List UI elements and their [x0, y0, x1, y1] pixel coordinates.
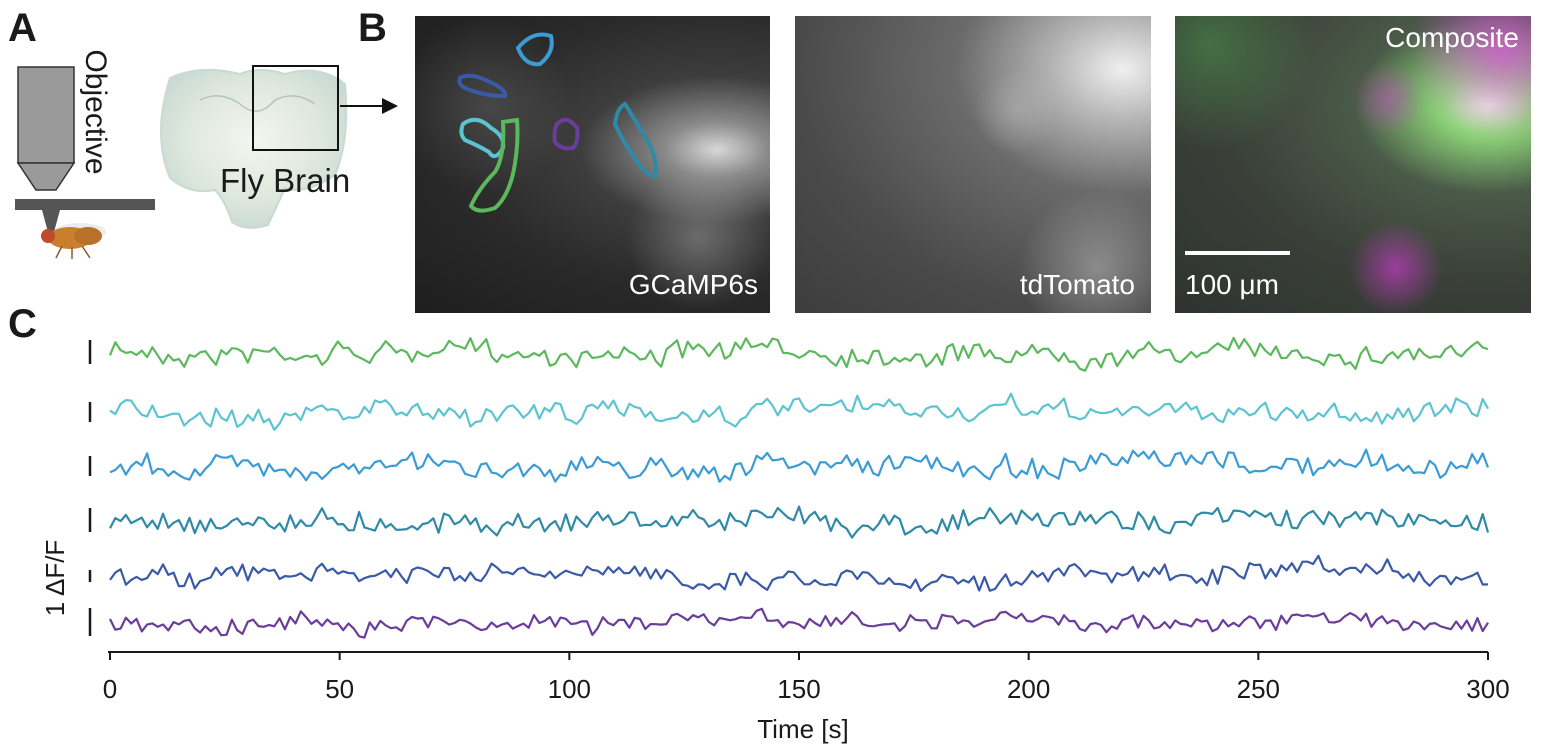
fly-brain-label: Fly Brain — [220, 162, 351, 199]
trace-lines — [108, 336, 1490, 639]
roi-cyan — [459, 117, 506, 159]
x-tick-label: 50 — [325, 674, 354, 704]
trace-line-3 — [109, 448, 1490, 483]
scale-bar-label: 100 μm — [1185, 269, 1279, 300]
x-tick-label: 200 — [1007, 674, 1050, 704]
composite-image: Composite 100 μm — [1175, 16, 1531, 313]
holder-plate-icon — [15, 199, 155, 210]
roi-green — [468, 117, 520, 213]
arrow-right-icon — [382, 98, 398, 114]
panel-letter-b: B — [358, 6, 387, 50]
trace-line-1 — [108, 336, 1489, 372]
trace-line-6 — [109, 607, 1489, 639]
roi-blue — [515, 32, 554, 67]
roi-navy — [457, 73, 508, 99]
scale-bar — [1185, 251, 1290, 255]
tdtomato-image: tdTomato — [795, 16, 1151, 313]
x-tick-label: 300 — [1466, 674, 1509, 704]
roi-teal — [612, 101, 658, 179]
panel-a-illustration — [15, 65, 398, 259]
x-tick-label: 0 — [103, 674, 117, 704]
objective-tip-icon — [16, 162, 76, 191]
scale-label: 1 ΔF/F — [40, 540, 70, 617]
x-tick-label: 150 — [777, 674, 820, 704]
x-axis-label: Time [s] — [757, 714, 848, 744]
panel-letter-c: C — [8, 302, 37, 346]
x-tick-label: 250 — [1237, 674, 1280, 704]
roi-purple — [552, 117, 580, 151]
gcamp-label: GCaMP6s — [628, 269, 758, 300]
trace-line-5 — [109, 554, 1489, 593]
gcamp-image: GCaMP6s — [415, 16, 770, 313]
objective-label: Objective — [79, 49, 112, 175]
panel-letter-a: A — [8, 6, 37, 50]
roi-outlines — [457, 32, 658, 213]
objective-body-icon — [17, 66, 75, 164]
trace-chart: 0 50 100 150 200 250 300 Time [s] 1 ΔF/F — [40, 336, 1510, 744]
zoom-box — [252, 65, 339, 151]
trace-line-4 — [109, 505, 1490, 539]
trace-line-2 — [109, 392, 1489, 431]
x-tick-label: 100 — [548, 674, 591, 704]
fly-icon — [41, 223, 106, 259]
tdtomato-label: tdTomato — [1019, 269, 1135, 300]
composite-label: Composite — [1385, 22, 1519, 53]
x-ticks: 0 50 100 150 200 250 300 — [103, 652, 1510, 704]
